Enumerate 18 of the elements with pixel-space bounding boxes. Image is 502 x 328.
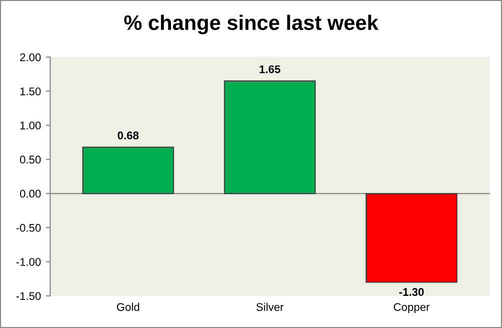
bar <box>366 192 458 283</box>
y-tick-label: 2.00 <box>20 53 41 62</box>
y-tick-label: 1.50 <box>20 87 41 96</box>
data-label: -1.30 <box>399 288 424 296</box>
y-tick-label: -1.50 <box>16 292 41 300</box>
y-tick-label: 0.00 <box>20 190 41 198</box>
y-tick-label: -1.00 <box>16 258 41 266</box>
chart-title: % change since last week <box>124 14 378 34</box>
data-label: 0.68 <box>118 132 139 140</box>
x-tick-label: Copper <box>394 303 430 314</box>
bar <box>224 80 316 194</box>
y-tick-label: -0.50 <box>16 224 41 232</box>
bar <box>82 146 174 194</box>
data-label: 1.65 <box>260 65 280 74</box>
x-tick-label: Silver <box>256 302 284 311</box>
y-tick-label: 0.50 <box>20 156 41 164</box>
y-tick-label: 1.00 <box>20 122 41 130</box>
x-tick-label: Gold <box>116 302 140 311</box>
